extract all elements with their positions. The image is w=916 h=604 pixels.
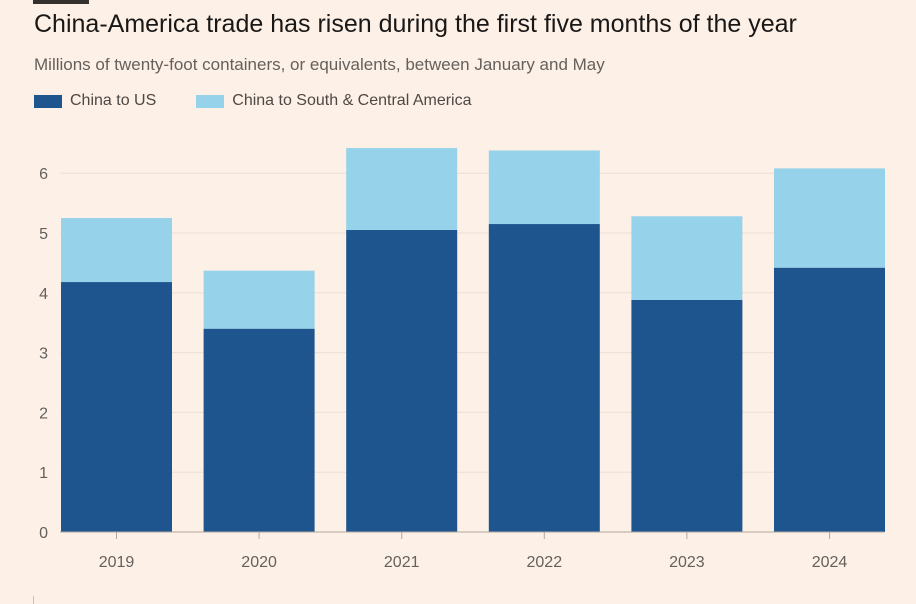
legend: China to US China to South & Central Ame… (34, 92, 512, 110)
x-tick-label: 2019 (99, 554, 135, 571)
bar-china-to-scam (631, 216, 743, 300)
y-tick-label: 0 (39, 525, 48, 542)
top-rule (33, 0, 89, 4)
bar-china-to-scam (774, 168, 885, 268)
legend-item-china-to-scam: China to South & Central America (196, 92, 472, 110)
left-rule (33, 596, 34, 604)
bar-china-to-scam (203, 270, 315, 329)
y-tick-label: 1 (39, 465, 48, 482)
bar-china-to-scam (488, 150, 600, 225)
bar-china-to-scam (61, 218, 172, 283)
bar-china-to-us (346, 230, 458, 532)
y-tick-label: 3 (39, 346, 48, 363)
x-tick-label: 2022 (527, 554, 563, 571)
bar-china-to-us (488, 224, 600, 532)
legend-item-china-to-us: China to US (34, 92, 156, 110)
x-tick-label: 2023 (669, 554, 705, 571)
legend-swatch-china-to-scam (196, 94, 225, 108)
y-tick-label: 2 (39, 405, 48, 422)
legend-label-china-to-us: China to US (70, 92, 157, 109)
y-tick-label: 4 (39, 286, 48, 303)
y-tick-label: 6 (39, 166, 48, 183)
bar-china-to-us (631, 299, 743, 532)
bar-china-to-us (203, 328, 315, 532)
x-tick-label: 2021 (384, 554, 420, 571)
legend-swatch-china-to-us (34, 94, 62, 108)
chart-subtitle: Millions of twenty-foot containers, or e… (34, 55, 605, 74)
legend-label-china-to-scam: China to South & Central America (232, 92, 472, 109)
chart-title: China-America trade has risen during the… (34, 10, 797, 38)
bar-china-to-us (61, 282, 172, 532)
x-tick-label: 2024 (812, 554, 848, 571)
y-tick-label: 5 (39, 226, 48, 243)
bar-china-to-scam (346, 148, 458, 231)
bar-china-to-us (774, 267, 885, 532)
x-tick-label: 2020 (241, 554, 277, 571)
